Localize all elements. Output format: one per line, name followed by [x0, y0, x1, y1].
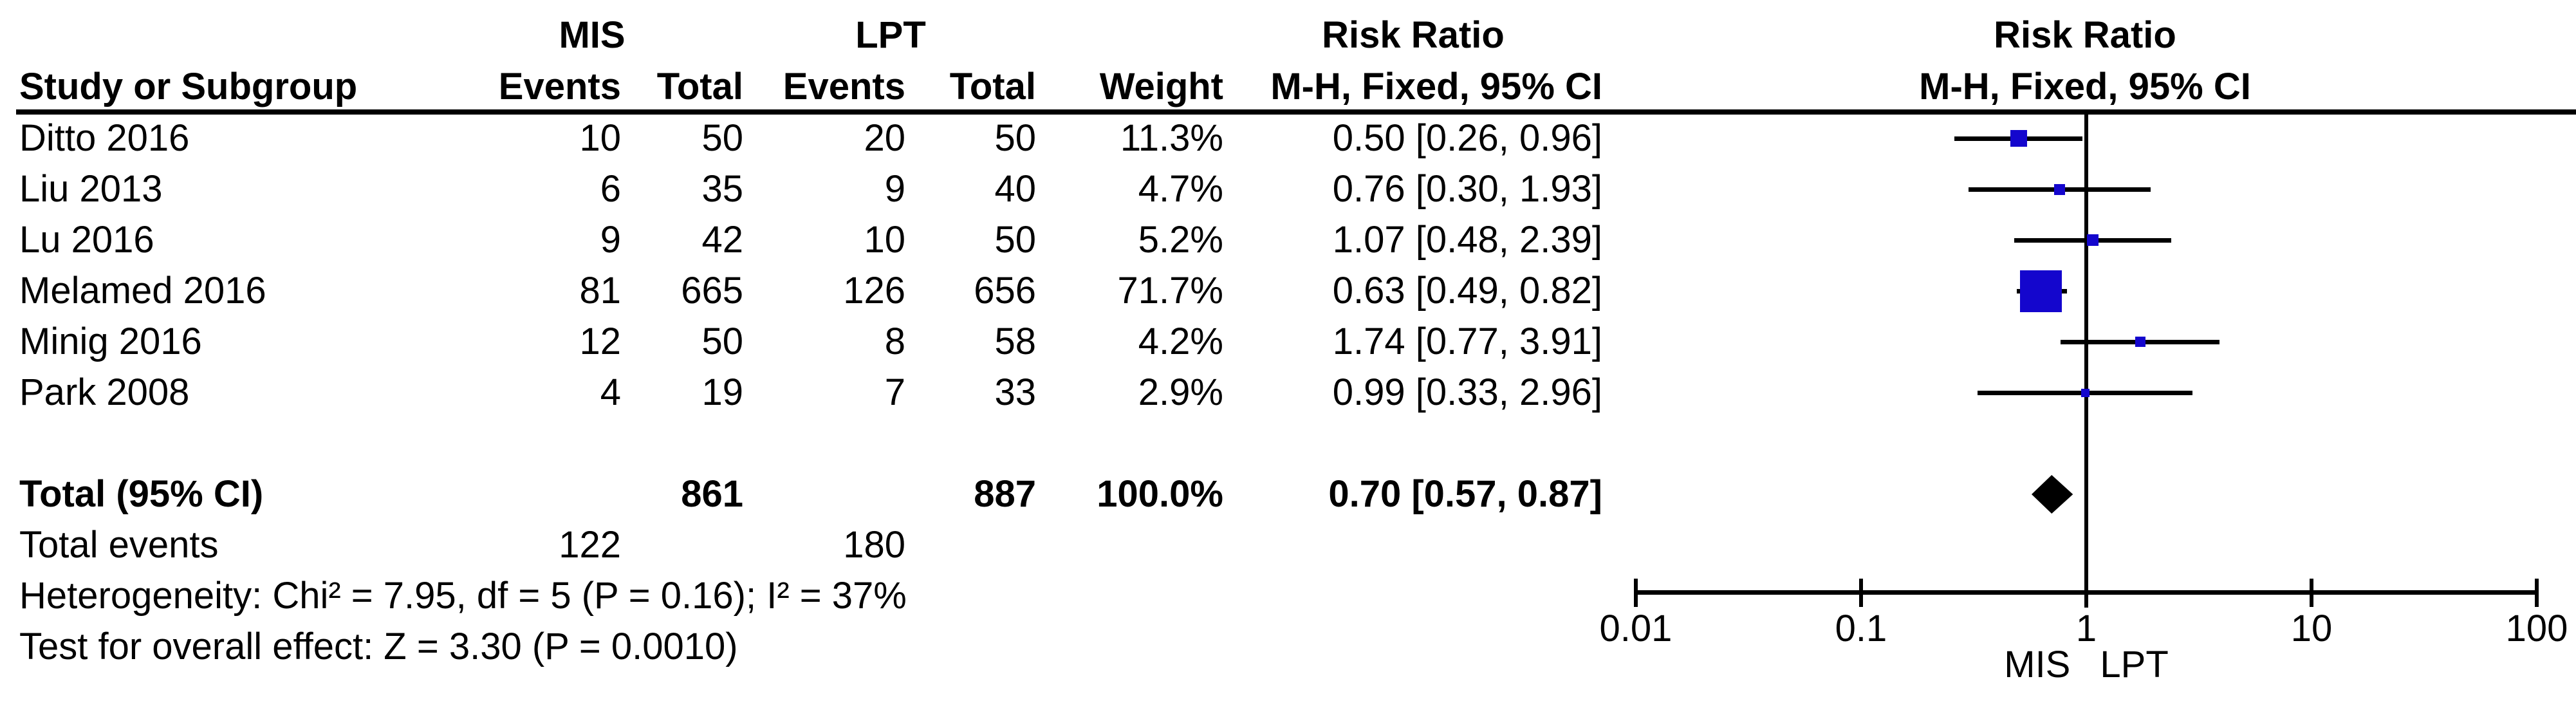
axis-tick-label: 10 [2290, 608, 2333, 649]
rr-ci-text: 0.50 [0.26, 0.96] [1332, 117, 1602, 159]
mis-total: 665 [681, 270, 743, 312]
total-lpt-total: 887 [974, 473, 1036, 515]
lpt-events: 20 [864, 117, 905, 159]
lpt-total: 50 [994, 219, 1036, 261]
rr-ci-text: 1.74 [0.77, 3.91] [1332, 321, 1602, 362]
total-label: Total (95% CI) [19, 473, 264, 515]
mis-total: 19 [701, 371, 743, 413]
mis-total: 35 [701, 168, 743, 210]
total-events-mis: 122 [559, 524, 621, 566]
method-header-right: M-H, Fixed, 95% CI [1919, 66, 2251, 107]
axis-tick [2084, 579, 2088, 607]
mis-events: 6 [600, 168, 621, 210]
total-events-lpt: 180 [843, 524, 905, 566]
column-header-study: Study or Subgroup [19, 66, 358, 107]
mis-events: 10 [579, 117, 621, 159]
effect-square [2135, 337, 2146, 347]
effect-square [2080, 388, 2090, 397]
risk-ratio-header-left: Risk Ratio [1322, 14, 1505, 56]
axis-tick [1859, 579, 1863, 607]
total-mis-total: 861 [681, 473, 743, 515]
axis-tick-label: 0.1 [1835, 608, 1887, 649]
study-label: Liu 2013 [19, 168, 163, 210]
mis-total: 42 [701, 219, 743, 261]
lpt-total: 33 [994, 371, 1036, 413]
study-label: Ditto 2016 [19, 117, 190, 159]
column-header-lpt-total: Total [949, 66, 1036, 107]
method-header-left: M-H, Fixed, 95% CI [1270, 66, 1602, 107]
column-header-mis-events: Events [498, 66, 621, 107]
mis-total: 50 [701, 321, 743, 362]
column-header-lpt-events: Events [783, 66, 905, 107]
lpt-events: 8 [884, 321, 905, 362]
lpt-total: 656 [974, 270, 1036, 312]
lpt-events: 10 [864, 219, 905, 261]
mis-events: 81 [579, 270, 621, 312]
weight: 4.7% [1138, 168, 1223, 210]
rr-ci-text: 0.63 [0.49, 0.82] [1332, 270, 1602, 312]
effect-square [2053, 183, 2065, 195]
header-divider-line [16, 109, 2576, 115]
weight: 4.2% [1138, 321, 1223, 362]
mis-events: 12 [579, 321, 621, 362]
axis-tick [2535, 579, 2539, 607]
lpt-total: 58 [994, 321, 1036, 362]
total-rr-ci-text: 0.70 [0.57, 0.87] [1328, 473, 1602, 515]
total-events-label: Total events [19, 524, 219, 566]
mis-events: 9 [600, 219, 621, 261]
lpt-events: 7 [884, 371, 905, 413]
favours-lpt-label: LPT [2100, 644, 2169, 685]
axis-tick-label: 100 [2505, 608, 2568, 649]
summary-diamond [2031, 475, 2073, 514]
axis-tick [1634, 579, 1638, 607]
effect-square [2087, 234, 2099, 246]
study-label: Minig 2016 [19, 321, 202, 362]
weight: 71.7% [1117, 270, 1223, 312]
favours-mis-label: MIS [2004, 644, 2071, 685]
mis-total: 50 [701, 117, 743, 159]
mis-events: 4 [600, 371, 621, 413]
weight: 11.3% [1120, 117, 1223, 159]
study-label: Melamed 2016 [19, 270, 266, 312]
column-group-lpt: LPT [855, 14, 926, 56]
study-label: Lu 2016 [19, 219, 154, 261]
effect-square [2020, 270, 2062, 312]
total-weight: 100.0% [1097, 473, 1223, 515]
effect-square [2010, 130, 2027, 147]
axis-tick-label: 1 [2075, 608, 2097, 649]
rr-ci-text: 1.07 [0.48, 2.39] [1332, 219, 1602, 261]
lpt-events: 9 [884, 168, 905, 210]
lpt-total: 50 [994, 117, 1036, 159]
rr-ci-text: 0.99 [0.33, 2.96] [1332, 371, 1602, 413]
weight: 5.2% [1138, 219, 1223, 261]
heterogeneity-text: Heterogeneity: Chi² = 7.95, df = 5 (P = … [19, 575, 907, 617]
column-header-weight: Weight [1099, 66, 1223, 107]
rr-ci-text: 0.76 [0.30, 1.93] [1332, 168, 1602, 210]
favours-group-labels: MIS LPT [1861, 642, 2312, 687]
axis-tick [2310, 579, 2313, 607]
study-label: Park 2008 [19, 371, 190, 413]
column-header-mis-total: Total [656, 66, 743, 107]
axis-tick-label: 0.01 [1599, 608, 1673, 649]
risk-ratio-header-right: Risk Ratio [1994, 14, 2176, 56]
column-group-mis: MIS [559, 14, 625, 56]
lpt-events: 126 [843, 270, 905, 312]
weight: 2.9% [1138, 371, 1223, 413]
overall-effect-text: Test for overall effect: Z = 3.30 (P = 0… [19, 626, 738, 667]
lpt-total: 40 [994, 168, 1036, 210]
null-effect-line [2084, 113, 2088, 608]
